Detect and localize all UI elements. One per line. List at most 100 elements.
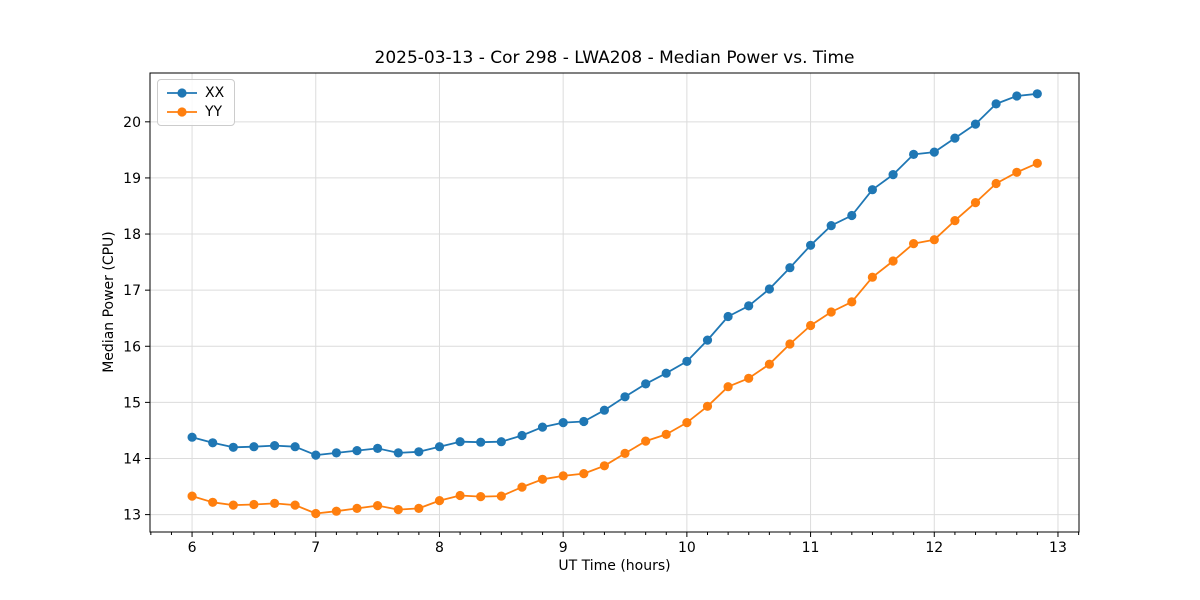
y-tick-label: 20 [123,115,141,131]
data-point-yy [847,297,857,307]
data-point-yy [393,505,403,515]
data-point-xx [249,442,259,452]
data-point-xx [599,405,610,415]
data-point-yy [331,506,341,516]
y-tick-label: 13 [123,508,141,524]
x-tick-label: 10 [678,540,696,556]
data-point-yy [826,307,836,317]
y-tick-label: 18 [123,227,141,243]
data-point-yy [187,491,197,501]
data-point-yy [785,339,795,349]
data-point-yy [599,461,610,471]
data-point-yy [249,499,259,510]
data-point-yy [806,320,816,331]
data-point-xx [764,284,775,294]
data-point-xx [847,210,857,221]
data-point-xx [826,221,836,231]
data-point-xx [270,441,280,451]
x-tick-label: 6 [188,540,197,556]
x-tick-label: 11 [802,540,820,556]
data-point-yy [558,471,568,481]
data-point-xx [373,443,383,453]
data-point-yy [208,497,218,507]
x-tick-label: 9 [559,540,568,556]
data-point-yy [414,503,424,513]
data-point-xx [991,99,1001,109]
data-point-xx [785,263,795,273]
legend-item-xx: XX [166,84,224,102]
data-point-xx [517,430,527,441]
data-point-yy [290,500,300,510]
data-point-xx [455,437,465,447]
data-point-yy [950,216,960,226]
data-point-xx [888,170,898,180]
x-axis-label: UT Time (hours) [558,558,671,574]
data-point-xx [537,422,548,432]
data-point-yy [1032,158,1042,168]
data-point-xx [867,185,878,195]
legend-label-xx: XX [205,85,225,101]
data-point-yy [991,178,1001,189]
data-point-xx [331,448,341,458]
data-point-yy [641,436,651,446]
data-point-xx [682,356,692,366]
data-point-xx [228,442,238,452]
data-point-xx [909,149,919,159]
data-point-xx [620,392,630,402]
data-point-xx [496,437,506,447]
data-point-xx [641,379,651,389]
data-point-yy [723,382,733,392]
data-point-xx [1032,89,1042,99]
x-tick-label: 8 [435,540,444,556]
legend: XX YY [157,79,236,126]
data-point-xx [723,311,733,322]
data-point-yy [1012,167,1022,177]
data-point-yy [476,492,486,502]
data-point-xx [661,368,671,378]
data-point-xx [476,437,486,447]
data-point-xx [806,240,816,250]
data-point-xx [950,133,960,143]
data-point-xx [393,448,403,458]
data-point-yy [888,256,898,266]
y-tick-label: 17 [123,283,141,299]
data-point-yy [579,469,589,479]
x-tick-label: 12 [925,540,943,556]
data-point-xx [558,418,568,428]
legend-line-marker-icon [167,107,197,117]
y-tick-label: 19 [123,171,141,187]
data-point-xx [187,432,197,442]
data-point-xx [702,335,713,345]
data-point-yy [455,490,465,501]
data-point-yy [496,491,506,501]
data-point-yy [228,500,238,510]
series-line-yy [191,162,1038,515]
data-point-yy [270,498,280,508]
data-point-xx [579,416,589,427]
y-tick-label: 14 [123,451,141,467]
data-point-xx [434,442,445,452]
data-point-yy [311,508,321,519]
data-point-xx [311,450,321,460]
data-point-yy [620,448,630,458]
data-point-yy [702,401,713,411]
data-point-yy [929,235,939,245]
x-tick-label: 13 [1049,540,1067,556]
data-point-xx [744,301,754,311]
legend-line-marker-icon [167,88,197,98]
data-point-yy [373,501,383,511]
data-point-yy [661,429,671,439]
x-tick-label: 7 [311,540,320,556]
y-tick-label: 16 [123,339,141,355]
data-point-xx [414,447,424,457]
data-point-yy [764,359,775,369]
data-point-xx [352,446,362,456]
legend-label-yy: YY [205,104,223,120]
y-axis-label-text: Median Power (CPU) [101,231,117,373]
y-tick-label: 15 [123,395,141,411]
data-point-yy [970,198,981,208]
data-point-xx [1012,91,1022,101]
data-point-yy [867,272,878,282]
